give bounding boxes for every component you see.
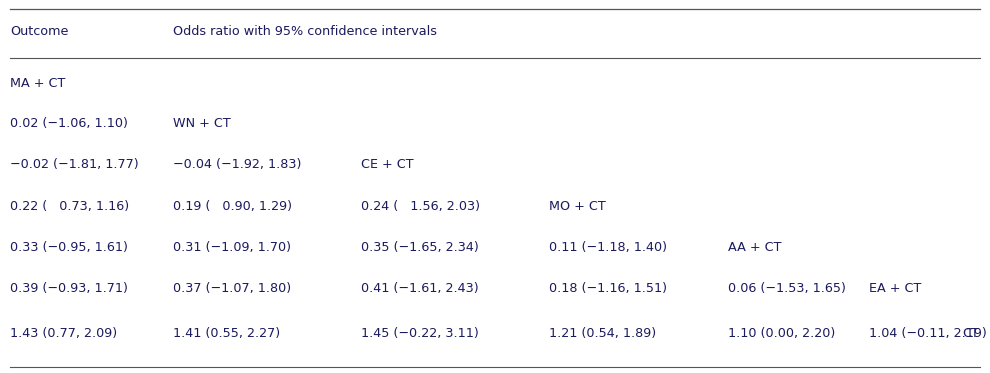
- Text: 1.43 (0.77, 2.09): 1.43 (0.77, 2.09): [10, 327, 117, 339]
- Text: MA + CT: MA + CT: [10, 78, 65, 90]
- Text: EA + CT: EA + CT: [869, 282, 922, 295]
- Text: 1.45 (−0.22, 3.11): 1.45 (−0.22, 3.11): [361, 327, 479, 339]
- Text: 1.10 (0.00, 2.20): 1.10 (0.00, 2.20): [728, 327, 835, 339]
- Text: CE + CT: CE + CT: [361, 159, 414, 171]
- Text: Odds ratio with 95% confidence intervals: Odds ratio with 95% confidence intervals: [173, 25, 438, 38]
- Text: MO + CT: MO + CT: [549, 200, 606, 213]
- Text: 0.11 (−1.18, 1.40): 0.11 (−1.18, 1.40): [549, 241, 667, 254]
- Text: 0.02 (−1.06, 1.10): 0.02 (−1.06, 1.10): [10, 117, 128, 130]
- Text: 0.22 (   0.73, 1.16): 0.22 ( 0.73, 1.16): [10, 200, 129, 213]
- Text: 0.33 (−0.95, 1.61): 0.33 (−0.95, 1.61): [10, 241, 128, 254]
- Text: 1.21 (0.54, 1.89): 1.21 (0.54, 1.89): [549, 327, 656, 339]
- Text: Outcome: Outcome: [10, 25, 68, 38]
- Text: 0.35 (−1.65, 2.34): 0.35 (−1.65, 2.34): [361, 241, 479, 254]
- Text: 0.41 (−1.61, 2.43): 0.41 (−1.61, 2.43): [361, 282, 479, 295]
- Text: 0.37 (−1.07, 1.80): 0.37 (−1.07, 1.80): [173, 282, 291, 295]
- Text: 0.24 (   1.56, 2.03): 0.24 ( 1.56, 2.03): [361, 200, 480, 213]
- Text: 0.39 (−0.93, 1.71): 0.39 (−0.93, 1.71): [10, 282, 128, 295]
- Text: WN + CT: WN + CT: [173, 117, 231, 130]
- Text: 0.18 (−1.16, 1.51): 0.18 (−1.16, 1.51): [549, 282, 667, 295]
- Text: 0.06 (−1.53, 1.65): 0.06 (−1.53, 1.65): [728, 282, 845, 295]
- Text: CT: CT: [962, 327, 979, 339]
- Text: AA + CT: AA + CT: [728, 241, 781, 254]
- Text: −0.02 (−1.81, 1.77): −0.02 (−1.81, 1.77): [10, 159, 139, 171]
- Text: −0.04 (−1.92, 1.83): −0.04 (−1.92, 1.83): [173, 159, 302, 171]
- Text: 0.19 (   0.90, 1.29): 0.19 ( 0.90, 1.29): [173, 200, 292, 213]
- Text: 1.41 (0.55, 2.27): 1.41 (0.55, 2.27): [173, 327, 280, 339]
- Text: 0.31 (−1.09, 1.70): 0.31 (−1.09, 1.70): [173, 241, 291, 254]
- Text: 1.04 (−0.11, 2.19): 1.04 (−0.11, 2.19): [869, 327, 987, 339]
